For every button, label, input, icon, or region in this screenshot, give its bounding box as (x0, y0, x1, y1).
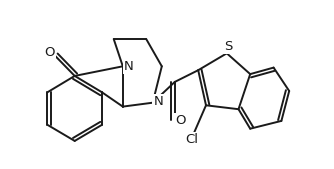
Text: O: O (44, 46, 55, 59)
Text: S: S (224, 40, 232, 53)
Text: N: N (124, 60, 133, 73)
Text: O: O (175, 114, 186, 127)
Text: Cl: Cl (185, 133, 198, 146)
Text: N: N (154, 95, 163, 108)
